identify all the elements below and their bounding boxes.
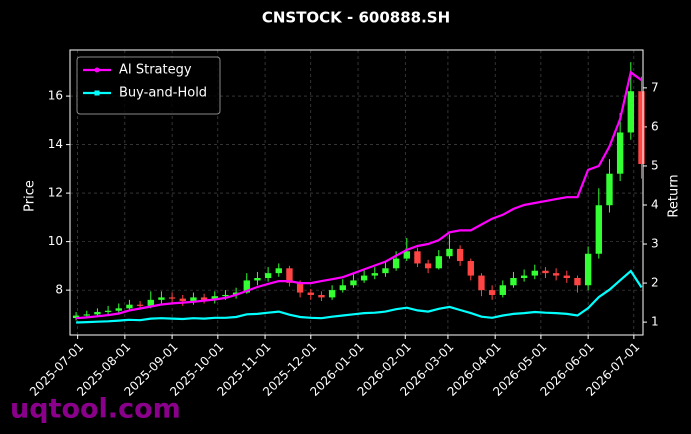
legend-label: Buy-and-Hold	[119, 86, 207, 101]
y2-tick-label: 2	[651, 276, 659, 290]
candle-body	[328, 290, 336, 298]
legend: AI Strategy Buy-and-Hold	[76, 56, 221, 115]
candle-body	[531, 270, 538, 276]
candle-body	[456, 248, 464, 262]
candle-body	[371, 273, 378, 276]
candle-body	[552, 273, 560, 276]
candle-body	[190, 297, 197, 302]
candle-body	[339, 285, 346, 291]
chart-title: CNSTOCK - 600888.SH	[262, 9, 450, 27]
candle-body	[275, 268, 282, 274]
candle-body	[488, 290, 496, 295]
y2-axis-label: Return	[667, 174, 682, 217]
candle-body	[403, 251, 410, 259]
series-line	[76, 269, 643, 324]
candle-body	[147, 299, 154, 306]
series-line	[76, 70, 643, 320]
candle-body	[627, 91, 634, 133]
candle-body	[478, 275, 485, 291]
y-tick-label: 8	[55, 283, 63, 297]
legend-label: AI Strategy	[119, 63, 192, 78]
candle-body	[104, 310, 112, 312]
candle-body	[584, 253, 592, 286]
candle-body	[318, 294, 325, 298]
candle-body	[446, 248, 453, 257]
candle-body	[616, 132, 624, 174]
y2-tick-label: 3	[651, 237, 659, 251]
candle-body	[307, 292, 314, 295]
candle-body	[168, 297, 176, 299]
candle-body	[424, 263, 432, 269]
candle-body	[382, 268, 389, 274]
candle-body	[286, 268, 293, 283]
y-tick-label: 12	[48, 186, 63, 200]
candle-body	[115, 308, 122, 311]
candle-body	[254, 278, 261, 281]
y2-tick-label: 1	[651, 315, 659, 329]
watermark: uqtool.com	[10, 394, 181, 425]
y2-tick-label: 7	[651, 80, 659, 94]
candle-body	[638, 91, 645, 164]
candle-body	[510, 278, 517, 286]
legend-marker	[94, 90, 100, 96]
y-axis-label: Price	[23, 180, 38, 212]
plot-frame	[69, 49, 644, 336]
candle-body	[94, 311, 101, 315]
y2-tick-label: 6	[651, 119, 659, 133]
candle-body	[243, 280, 250, 293]
candle-body	[211, 296, 218, 300]
candle-body	[179, 298, 186, 302]
candle-body	[83, 314, 90, 316]
candle-body	[520, 275, 528, 278]
candle-body	[72, 315, 80, 319]
candle-body	[200, 297, 208, 300]
candle-body	[350, 280, 357, 286]
y-tick-label: 16	[48, 89, 63, 103]
candle-body	[126, 304, 133, 309]
legend-marker	[94, 67, 100, 73]
candle-body	[158, 297, 165, 300]
candle-body	[595, 205, 602, 254]
candle-body	[264, 273, 272, 278]
candle-body	[542, 270, 549, 274]
candle-body	[563, 275, 570, 278]
candle-body	[606, 173, 613, 206]
candle-body	[467, 261, 474, 276]
candle-body	[574, 278, 581, 286]
candle-body	[222, 294, 229, 297]
candle-body	[435, 256, 442, 269]
candle-body	[296, 282, 304, 293]
y2-tick-label: 5	[651, 158, 659, 172]
candle-body	[499, 285, 506, 295]
candle-body	[360, 275, 368, 281]
legend-box	[76, 56, 221, 115]
y-tick-label: 10	[48, 234, 63, 248]
y2-tick-label: 4	[651, 197, 659, 211]
candle-body	[136, 304, 144, 306]
candle-body	[392, 258, 400, 269]
y-tick-label: 14	[48, 137, 63, 151]
candle-body	[414, 251, 421, 264]
